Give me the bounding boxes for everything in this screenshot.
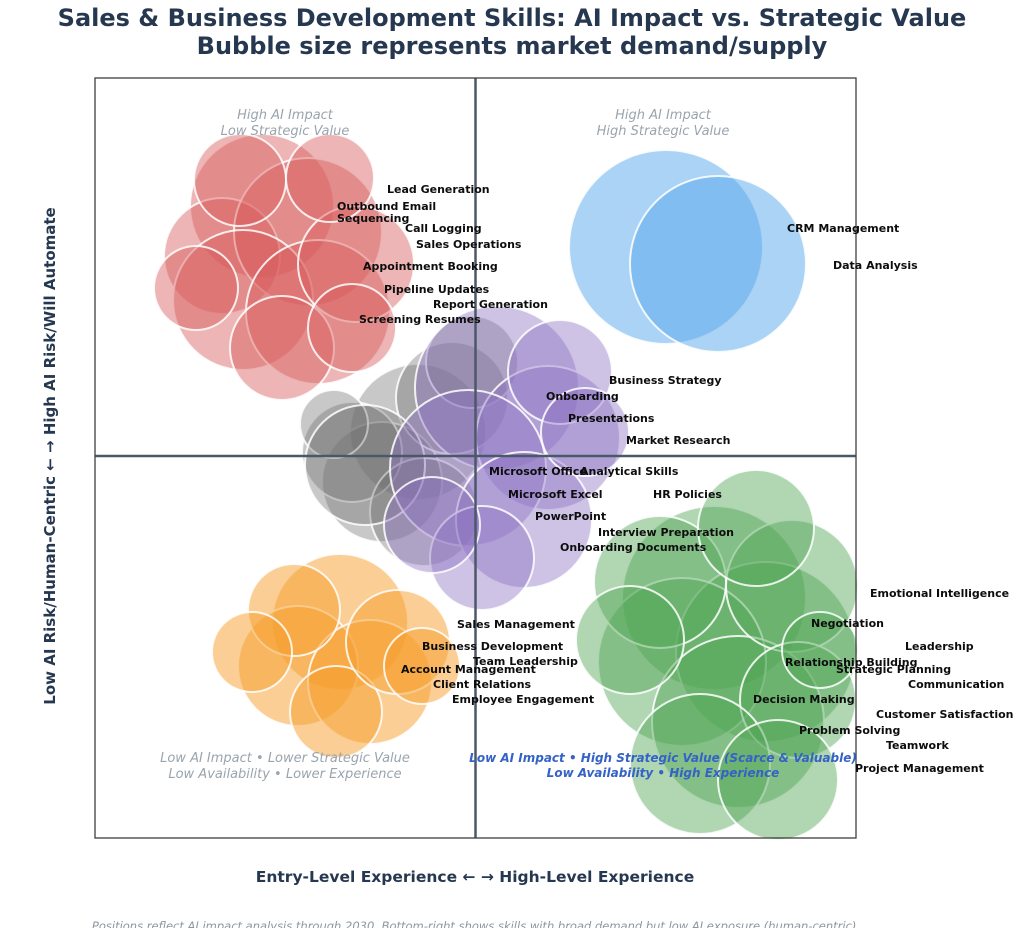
footnote: Positions reflect AI impact analysis thr… xyxy=(92,894,860,928)
bubble xyxy=(781,611,859,689)
bubble xyxy=(211,611,293,693)
bubble xyxy=(507,319,613,425)
bubble xyxy=(629,175,807,353)
bubble xyxy=(629,693,771,835)
bubble xyxy=(285,133,375,223)
plot-border xyxy=(94,77,857,839)
bubble xyxy=(425,315,519,409)
bubble xyxy=(575,585,685,695)
bubble xyxy=(383,627,461,705)
bubble-layer xyxy=(153,133,859,841)
bubble xyxy=(651,635,825,809)
footnote-line1: Positions reflect AI impact analysis thr… xyxy=(91,919,861,928)
bubble xyxy=(289,665,383,759)
bubble xyxy=(172,229,314,371)
bubble xyxy=(597,577,767,747)
chart-title: Sales & Business Development Skills: AI … xyxy=(0,4,1024,60)
bubble xyxy=(717,719,839,841)
x-axis-label: Entry-Level Experience ← → High-Level Ex… xyxy=(255,868,695,886)
bubble xyxy=(383,476,481,574)
bubble xyxy=(307,283,397,373)
chart-title-line2: Bubble size represents market demand/sup… xyxy=(196,32,828,60)
bubble xyxy=(193,133,287,227)
bubble xyxy=(429,505,535,611)
bubble xyxy=(540,387,630,477)
bubble xyxy=(389,389,547,547)
bubble xyxy=(697,469,815,587)
bubble xyxy=(593,515,727,649)
bubble xyxy=(153,245,239,331)
y-axis-label: Low AI Risk/Human-Centric ← → High AI Ri… xyxy=(41,207,59,705)
chart-title-line1: Sales & Business Development Skills: AI … xyxy=(57,4,967,32)
bubble xyxy=(297,205,415,323)
